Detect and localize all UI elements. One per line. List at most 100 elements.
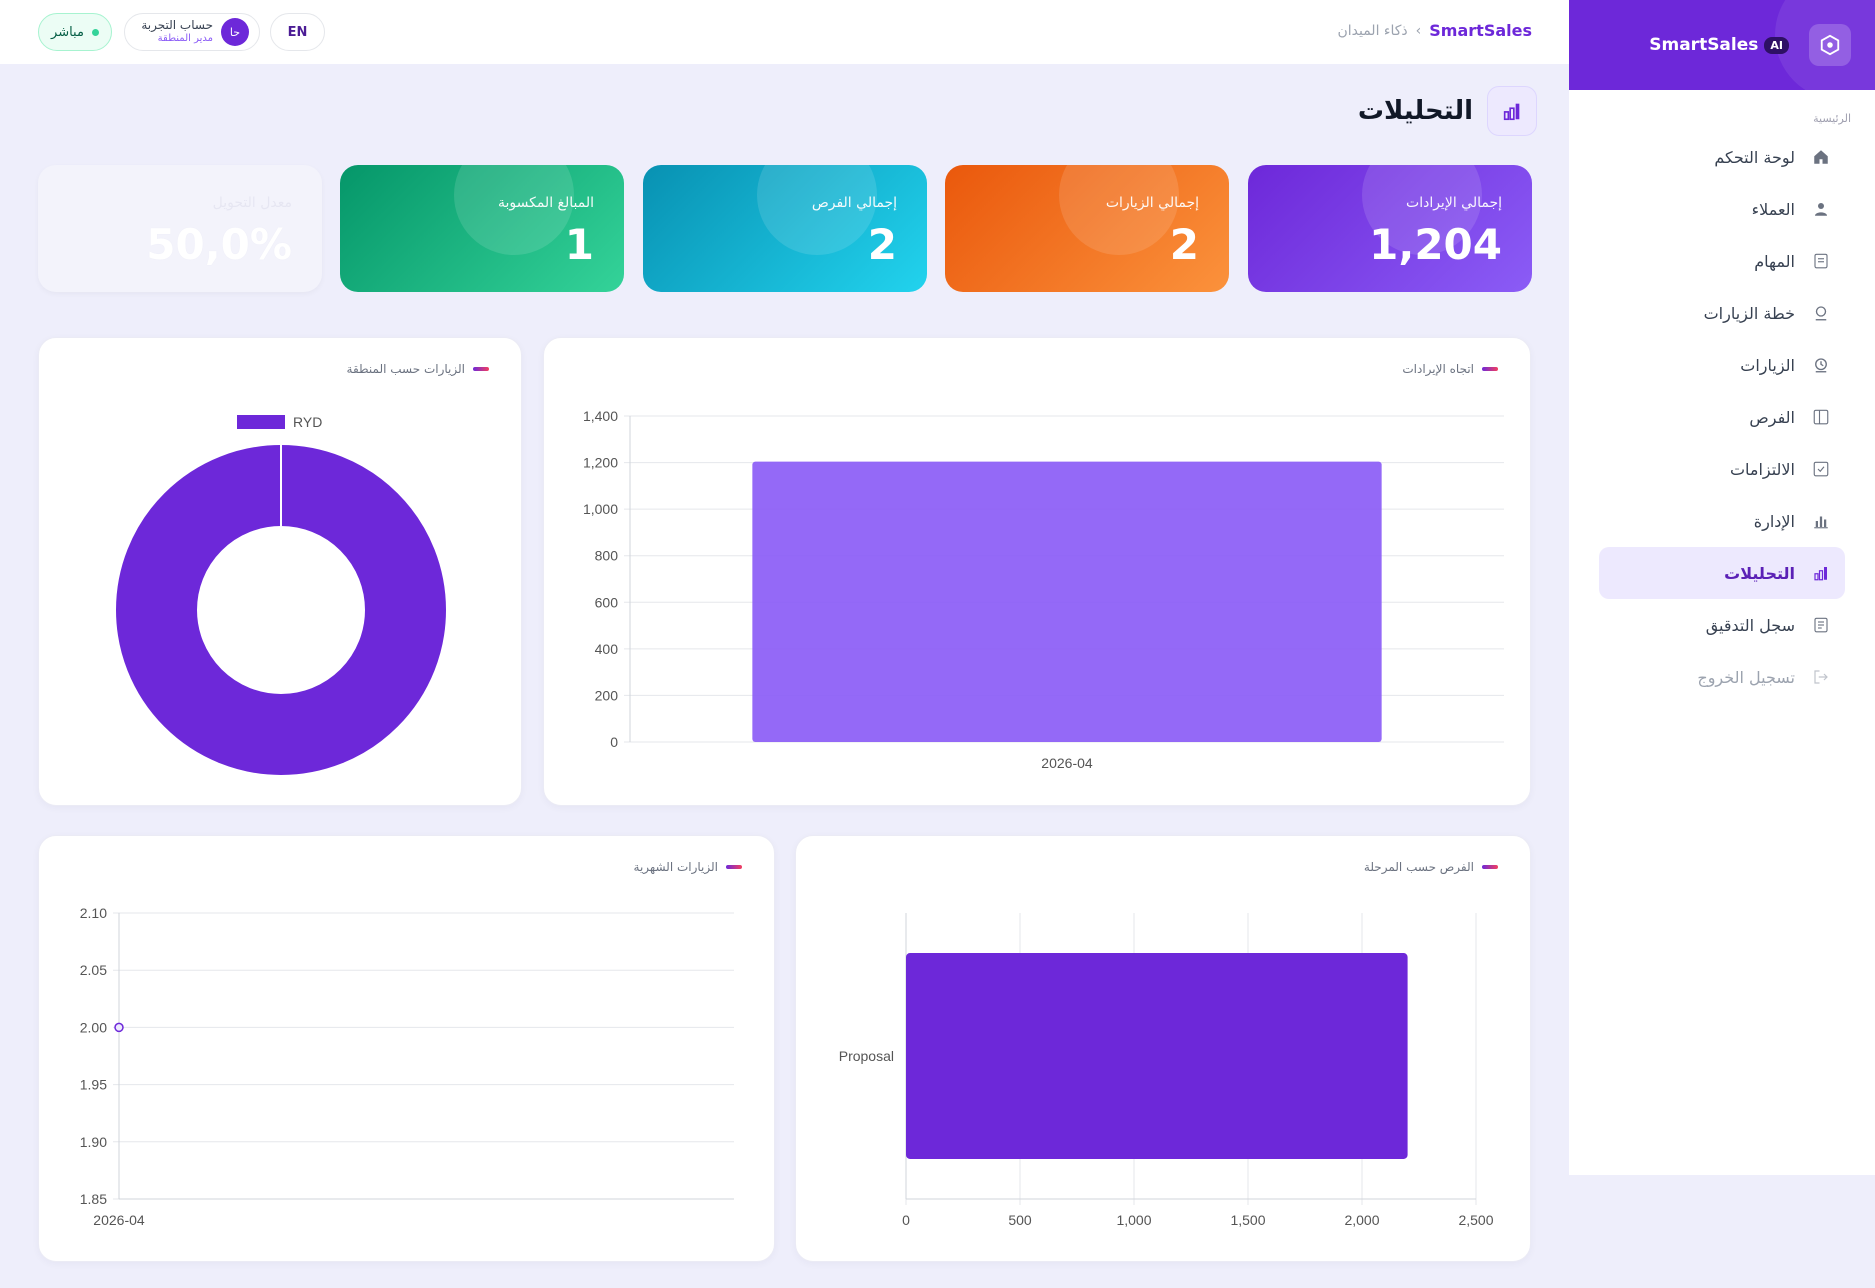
chart-title-text: الزيارات حسب المنطقة xyxy=(346,362,465,376)
analytics-icon xyxy=(1487,86,1537,136)
kpi-value: 1,204 xyxy=(1369,220,1502,269)
y-tick-label: 0 xyxy=(610,734,618,750)
sidebar-item-visits[interactable]: الزيارات xyxy=(1599,339,1845,391)
y-tick-label: 1,200 xyxy=(583,455,618,471)
title-accent-icon xyxy=(1482,367,1498,371)
ai-badge: AI xyxy=(1764,36,1789,54)
data-point xyxy=(114,1022,124,1033)
user-menu-button[interactable]: حساب التجربة مدير المنطقة حا xyxy=(124,13,260,51)
sidebar-item-label: المهام xyxy=(1754,251,1795,271)
sidebar-header: SmartSales AI xyxy=(1569,0,1875,90)
status-dot-icon xyxy=(91,28,99,36)
kpi-total-visits: إجمالي الزيارات 2 xyxy=(945,165,1229,292)
brand-logo-text: SmartSales AI xyxy=(1649,35,1789,55)
y-tick-label: 600 xyxy=(595,594,619,610)
sidebar-item-dashboard[interactable]: لوحة التحكم xyxy=(1599,131,1845,183)
sidebar-item-commitments[interactable]: الالتزامات xyxy=(1599,443,1845,495)
logout-icon xyxy=(1811,667,1831,687)
sidebar-section-label: الرئيسية xyxy=(1813,112,1851,125)
y-tick-label: 200 xyxy=(595,687,619,703)
y-tick-label: 400 xyxy=(595,641,619,657)
page-header: التحليلات xyxy=(1358,86,1537,136)
sidebar-item-opportunities[interactable]: الفرص xyxy=(1599,391,1845,443)
bar-chart-icon xyxy=(1811,511,1831,531)
chart-title: الفرص حسب المرحلة xyxy=(1364,860,1498,874)
chart-title: اتجاه الإيرادات xyxy=(1402,362,1498,376)
bar xyxy=(752,461,1382,742)
opportunities-by-stage-card: الفرص حسب المرحلة 0 500 1,000 1,500 2,000 2,5… xyxy=(795,835,1531,1262)
y-tick-label: 1.95 xyxy=(80,1077,107,1093)
sidebar-item-label: التحليلات xyxy=(1724,563,1795,583)
kpi-value: 2 xyxy=(1169,220,1199,269)
kpi-label: إجمالي الإيرادات xyxy=(1406,195,1502,211)
title-accent-icon xyxy=(1482,865,1498,869)
hexagon-logo-icon xyxy=(1809,24,1851,66)
y-tick-label: 2.10 xyxy=(80,905,107,921)
breadcrumb-brand[interactable]: SmartSales xyxy=(1429,21,1532,40)
live-status-badge: مباشر xyxy=(38,13,112,51)
title-accent-icon xyxy=(473,367,489,371)
y-tick-label: 2.00 xyxy=(80,1019,107,1035)
chart-title-text: الزيارات الشهرية xyxy=(633,860,718,874)
user-name: حساب التجربة xyxy=(141,18,213,33)
sidebar-item-audit-log[interactable]: سجل التدقيق xyxy=(1599,599,1845,651)
check-square-icon xyxy=(1811,459,1831,479)
kpi-label: إجمالي الزيارات xyxy=(1105,195,1199,211)
y-tick-label: 1.85 xyxy=(80,1191,107,1207)
document-icon xyxy=(1811,615,1831,635)
kpi-label: المبالغ المكسوبة xyxy=(497,195,594,211)
sidebar-item-label: لوحة التحكم xyxy=(1714,147,1795,167)
sidebar-item-label: الإدارة xyxy=(1753,511,1795,531)
breadcrumb-page[interactable]: ذكاء الميدان xyxy=(1337,22,1408,39)
sidebar-item-visit-plan[interactable]: خطة الزيارات xyxy=(1599,287,1845,339)
sidebar: SmartSales AI الرئيسية لوحة التحكم العمل… xyxy=(1569,0,1875,1175)
sidebar-item-customers[interactable]: العملاء xyxy=(1599,183,1845,235)
visits-by-region-card: الزيارات حسب المنطقة RYD xyxy=(38,337,522,806)
top-bar: ذكاء الميدان ‹ SmartSales EN حساب التجرب… xyxy=(0,0,1569,64)
brand-name: SmartSales xyxy=(1649,35,1759,55)
chart-title-text: الفرص حسب المرحلة xyxy=(1363,860,1474,874)
y-tick-label: 2.05 xyxy=(80,962,107,978)
kpi-value: 2 xyxy=(867,220,897,269)
sidebar-item-analytics[interactable]: التحليلات xyxy=(1599,547,1845,599)
kpi-total-revenue: إجمالي الإيرادات 1,204 xyxy=(1248,165,1532,292)
columns-icon xyxy=(1811,407,1831,427)
sidebar-item-management[interactable]: الإدارة xyxy=(1599,495,1845,547)
kpi-label: معدل التحويل xyxy=(212,195,292,211)
sidebar-item-label: سجل التدقيق xyxy=(1705,615,1795,635)
x-tick-label: 0 xyxy=(902,1212,910,1228)
stage-horizontal-bar-chart: 0 500 1,000 1,500 2,000 2,500 Proposal xyxy=(839,913,1494,1228)
chart-title-text: اتجاه الإيرادات xyxy=(1402,362,1474,376)
language-toggle-button[interactable]: EN xyxy=(270,13,325,51)
bar xyxy=(906,953,1408,1159)
x-tick-label: 500 xyxy=(1008,1212,1032,1228)
y-tick-label: Proposal xyxy=(839,1048,894,1064)
page-title: التحليلات xyxy=(1357,96,1473,126)
y-tick-label: 1.90 xyxy=(80,1134,107,1150)
home-icon xyxy=(1811,147,1831,167)
revenue-bar-chart: 0 200 400 600 800 1,000 1,200 1,400 2026-04 xyxy=(583,408,1504,771)
user-info: حساب التجربة مدير المنطقة xyxy=(141,18,213,45)
sidebar-nav: لوحة التحكم العملاء المهام خطة الزيارات … xyxy=(1569,131,1875,703)
kpi-label: إجمالي الفرص xyxy=(811,195,897,211)
revenue-trend-card: اتجاه الإيرادات 0 200 400 600 800 1,000 1,200 1… xyxy=(543,337,1531,806)
sidebar-item-label: الزيارات xyxy=(1740,355,1795,375)
region-donut-chart: RYD xyxy=(116,414,446,775)
clock-icon xyxy=(1811,355,1831,375)
pin-icon xyxy=(1811,303,1831,323)
y-tick-label: 800 xyxy=(595,548,619,564)
sidebar-item-logout[interactable]: تسجيل الخروج xyxy=(1599,651,1845,703)
analytics-icon xyxy=(1811,563,1831,583)
monthly-visits-card: الزيارات الشهرية 1.85 1.90 1.95 2.00 2.05 2.1… xyxy=(38,835,775,1262)
chart-title: الزيارات حسب المنطقة xyxy=(347,362,489,376)
sidebar-item-tasks[interactable]: المهام xyxy=(1599,235,1845,287)
avatar: حا xyxy=(221,18,249,46)
sidebar-item-label: تسجيل الخروج xyxy=(1697,667,1795,687)
kpi-value: 1 xyxy=(564,220,594,269)
kpi-won-amounts: المبالغ المكسوبة 1 xyxy=(340,165,624,292)
y-tick-label: 1,000 xyxy=(583,501,618,517)
header-decoration xyxy=(1775,0,1875,90)
user-role: مدير المنطقة xyxy=(157,33,213,45)
chevron-left-icon: ‹ xyxy=(1415,22,1422,39)
x-tick-label: 2026-04 xyxy=(1041,755,1093,771)
